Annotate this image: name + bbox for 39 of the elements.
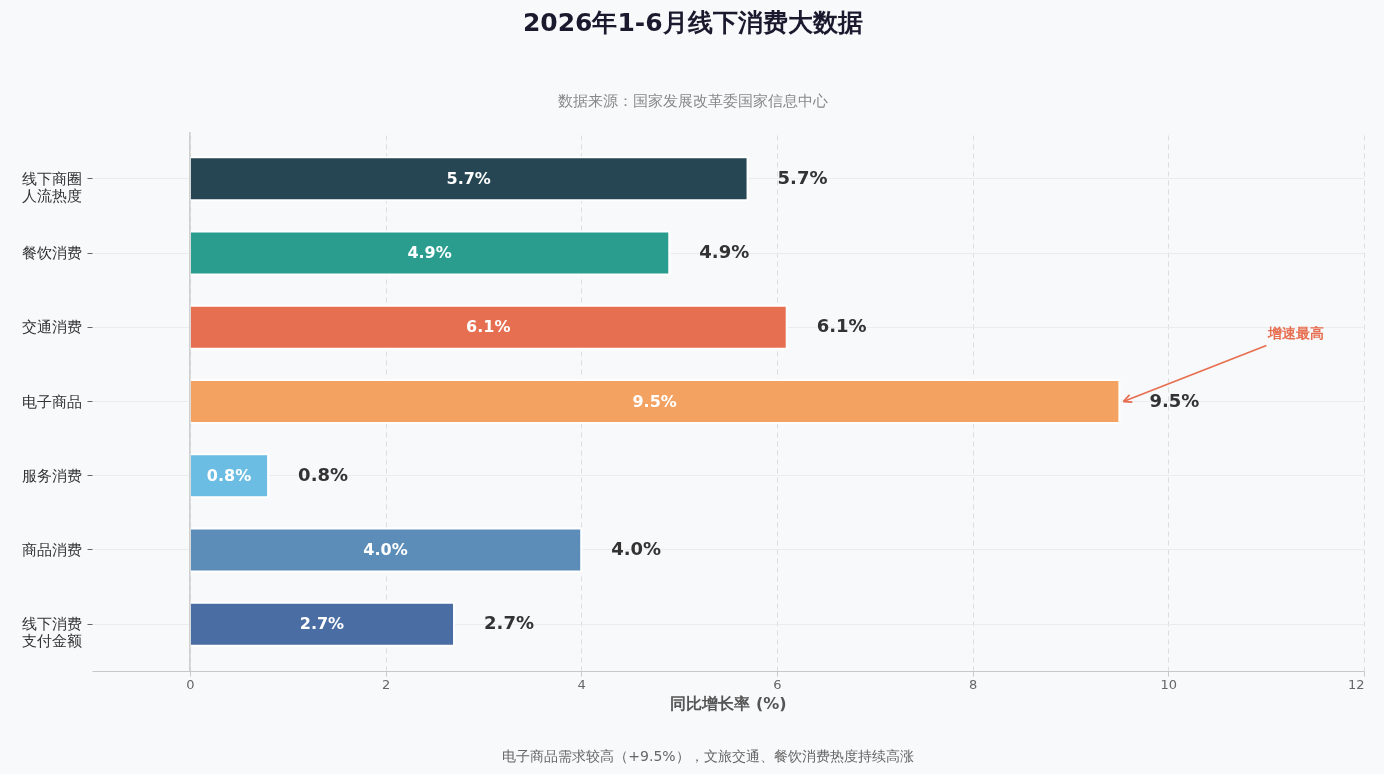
x-tick-label: 6: [773, 676, 782, 692]
y-tick-label: 餐饮消费: [21, 244, 82, 263]
data-label: 4.9%: [699, 241, 750, 263]
x-tick-label: 10: [1160, 676, 1178, 692]
y-tick-label: 线下商圈人流热度: [21, 169, 82, 205]
data-label: 2.7%: [299, 614, 345, 634]
text: 4.9%: [407, 243, 452, 263]
bar: [188, 601, 456, 647]
text: 5.7%: [446, 168, 491, 188]
data-label: 5.7%: [777, 166, 828, 188]
text: 9.5%: [632, 391, 677, 411]
y-tick-label: 电子商品: [21, 392, 82, 411]
chart-subtitle: 数据来源：国家发展改革委国家信息中心: [557, 92, 828, 111]
annotation: 增速最高: [1267, 324, 1325, 341]
text: 电子商品需求较高（+9.5%），文旅交通、餐饮消费热度持续高涨: [502, 748, 914, 764]
data-label: 4.0%: [363, 539, 408, 559]
y-tick-label: 服务消费: [21, 466, 82, 485]
x-tick-label: 4: [577, 676, 586, 692]
text: 2.7%: [484, 612, 534, 634]
text: 6.1%: [466, 317, 511, 337]
bar: [188, 156, 749, 202]
chart-title: 2026年1-6月线下消费大数据: [522, 8, 863, 38]
x-axis-title: 同比增长率 (%): [670, 693, 787, 713]
x-tick-label: 12: [1347, 676, 1365, 692]
text: 0.8%: [298, 463, 349, 485]
y-tick-label: 商品消费: [21, 540, 82, 559]
data-label: 9.5%: [1149, 389, 1200, 411]
y-tick-label: 交通消费: [21, 318, 82, 337]
bar: [188, 527, 583, 573]
x-tick-label: 2: [381, 676, 391, 692]
data-label: 0.8%: [206, 465, 252, 485]
text: 4.0%: [611, 537, 662, 559]
data-label: 6.1%: [816, 315, 867, 337]
x-tick-label: 8: [968, 676, 978, 692]
bar: [188, 378, 1121, 425]
y-tick-label: 线下消费支付金额: [21, 615, 82, 651]
x-tick-label: 0: [186, 676, 195, 692]
bar: [188, 304, 788, 350]
bar: [188, 230, 671, 276]
